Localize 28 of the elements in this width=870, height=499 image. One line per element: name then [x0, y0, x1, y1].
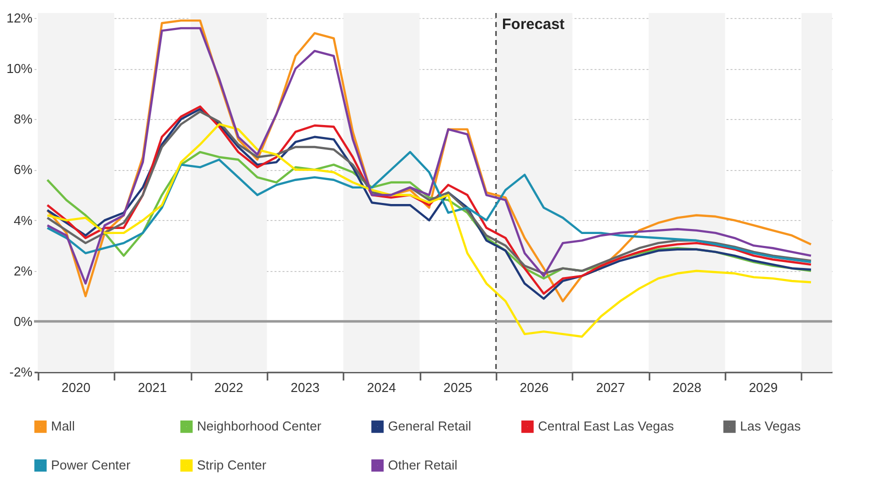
x-tick-label: 2020 [62, 380, 90, 395]
ref-line-label: Forecast [502, 16, 565, 33]
y-tick-label: -2% [9, 364, 33, 380]
x-tick-label: 2026 [520, 380, 549, 395]
x-tick-label: 2025 [443, 380, 472, 395]
y-tick-label: 6% [14, 162, 33, 178]
x-tick-label: 2028 [672, 380, 702, 395]
legend-label: Power Center [51, 458, 132, 472]
y-tick-label: 8% [14, 112, 33, 127]
legend-label: Mall [51, 418, 75, 434]
y-tick-label: 2% [14, 263, 33, 278]
legend-label: Central East Las Vegas [538, 418, 674, 434]
y-tick-label: 0% [14, 314, 33, 329]
legend-label: General Retail [388, 418, 472, 434]
y-tick-label: 10% [6, 61, 33, 76]
legend-label: Strip Center [197, 458, 268, 472]
x-tick-label: 2024 [366, 380, 396, 395]
x-tick-label: 2021 [138, 380, 167, 395]
legend-label: Las Vegas [740, 418, 802, 434]
x-tick-label: 2027 [596, 380, 626, 395]
line-series [46, 123, 812, 338]
x-tick-label: 2023 [290, 380, 320, 395]
x-tick-label: 2029 [748, 380, 778, 395]
legend-label: Other Retail [388, 458, 458, 472]
y-tick-label: 4% [14, 212, 33, 228]
y-tick-label: 12% [6, 10, 33, 26]
legend-label: Neighborhood Center [197, 418, 322, 434]
x-tick-label: 2022 [214, 380, 244, 395]
